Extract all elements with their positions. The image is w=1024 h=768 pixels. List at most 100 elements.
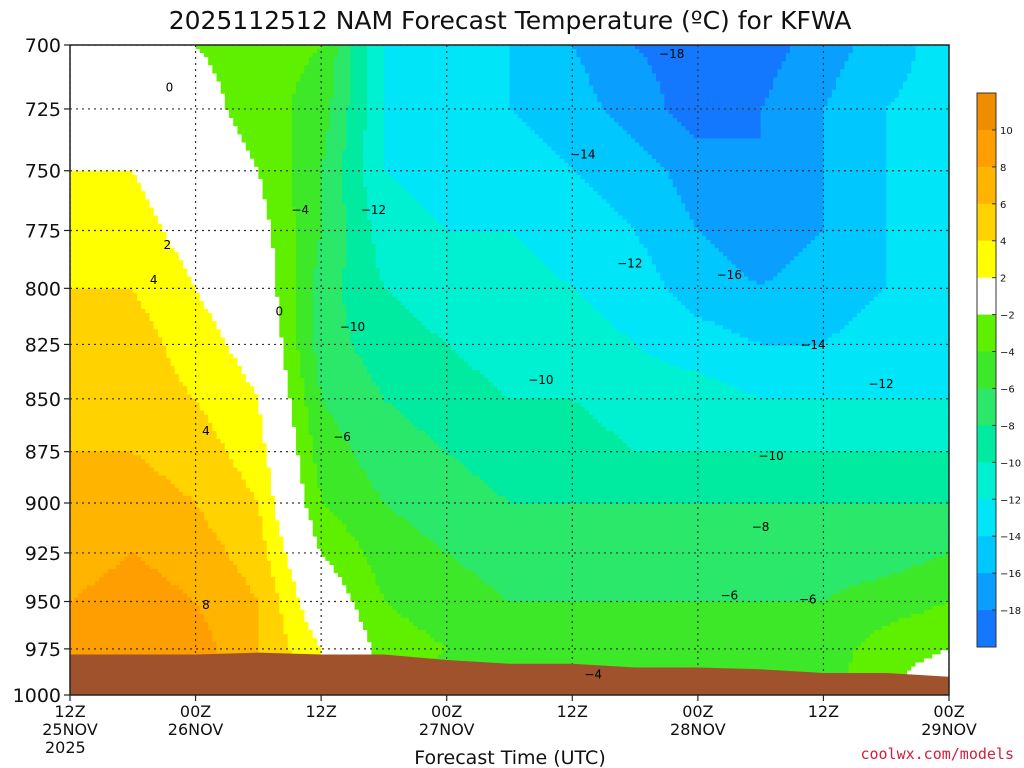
- temperature-cell: [622, 122, 628, 127]
- temperature-cell: [103, 134, 109, 140]
- temperature-cell: [936, 77, 942, 83]
- temperature-cell: [132, 105, 138, 111]
- temperature-cell: [882, 122, 887, 127]
- temperature-cell: [459, 49, 465, 54]
- temperature-cell: [739, 114, 745, 119]
- temperature-cell: [806, 118, 812, 123]
- temperature-cell: [831, 49, 837, 54]
- temperature-cell: [731, 101, 737, 107]
- temperature-cell: [354, 89, 360, 95]
- temperature-cell: [308, 61, 314, 66]
- temperature-cell: [509, 89, 515, 95]
- temperature-cell: [672, 105, 678, 111]
- temperature-cell: [777, 73, 783, 79]
- temperature-cell: [266, 73, 272, 79]
- temperature-cell: [488, 53, 494, 58]
- temperature-cell: [727, 130, 732, 135]
- temperature-cell: [936, 69, 942, 75]
- temperature-cell: [538, 81, 544, 87]
- temperature-cell: [363, 134, 368, 140]
- temperature-cell: [626, 81, 632, 87]
- temperature-cell: [681, 89, 686, 95]
- temperature-cell: [484, 118, 490, 123]
- temperature-cell: [530, 81, 536, 87]
- temperature-cell: [664, 93, 670, 99]
- temperature-cell: [605, 53, 611, 58]
- temperature-cell: [865, 57, 871, 62]
- temperature-cell: [283, 45, 289, 50]
- temperature-cell: [852, 118, 858, 123]
- temperature-cell: [877, 130, 883, 135]
- temperature-cell: [802, 126, 808, 131]
- temperature-cell: [229, 126, 234, 131]
- temperature-cell: [505, 45, 511, 50]
- temperature-cell: [827, 85, 833, 91]
- temperature-cell: [367, 81, 372, 87]
- temperature-cell: [429, 101, 435, 107]
- temperature-cell: [639, 77, 645, 83]
- temperature-cell: [383, 122, 389, 127]
- temperature-cell: [861, 45, 866, 50]
- temperature-cell: [530, 126, 536, 131]
- temperature-cell: [656, 65, 661, 70]
- temperature-cell: [710, 134, 716, 140]
- temperature-cell: [153, 69, 159, 75]
- temperature-cell: [676, 89, 682, 95]
- temperature-cell: [195, 110, 201, 115]
- temperature-cell: [865, 101, 871, 107]
- temperature-cell: [195, 122, 201, 127]
- temperature-cell: [396, 110, 402, 115]
- temperature-cell: [902, 105, 908, 111]
- temperature-cell: [593, 57, 598, 62]
- temperature-cell: [689, 85, 695, 91]
- temperature-cell: [639, 126, 645, 131]
- temperature-cell: [270, 45, 276, 50]
- temperature-cell: [873, 81, 879, 87]
- temperature-cell: [626, 89, 632, 95]
- temperature-cell: [618, 81, 624, 87]
- temperature-cell: [308, 69, 314, 75]
- temperature-cell: [932, 101, 938, 107]
- temperature-cell: [70, 81, 75, 87]
- temperature-cell: [923, 89, 929, 95]
- temperature-cell: [789, 69, 795, 75]
- temperature-cell: [480, 85, 485, 91]
- temperature-cell: [74, 110, 79, 115]
- temperature-cell: [513, 61, 519, 66]
- temperature-cell: [794, 45, 799, 50]
- temperature-cell: [630, 138, 636, 144]
- temperature-cell: [718, 126, 724, 131]
- temperature-cell: [279, 65, 285, 70]
- temperature-cell: [396, 45, 402, 50]
- temperature-cell: [245, 53, 251, 58]
- temperature-cell: [275, 85, 280, 91]
- temperature-cell: [354, 73, 360, 79]
- temperature-cell: [609, 53, 615, 58]
- temperature-cell: [819, 97, 825, 103]
- temperature-cell: [492, 77, 498, 83]
- temperature-cell: [107, 97, 113, 103]
- temperature-cell: [626, 69, 632, 75]
- temperature-cell: [363, 138, 368, 144]
- temperature-cell: [157, 101, 163, 107]
- temperature-cell: [224, 61, 230, 66]
- temperature-cell: [333, 110, 339, 115]
- temperature-cell: [178, 65, 184, 70]
- temperature-cell: [748, 130, 753, 135]
- temperature-cell: [279, 130, 285, 135]
- temperature-cell: [363, 97, 368, 103]
- temperature-cell: [103, 69, 109, 75]
- temperature-cell: [731, 57, 737, 62]
- temperature-cell: [70, 105, 75, 111]
- temperature-cell: [153, 101, 159, 107]
- temperature-cell: [505, 118, 511, 123]
- temperature-cell: [551, 49, 557, 54]
- temperature-cell: [785, 77, 791, 83]
- temperature-cell: [111, 53, 117, 58]
- temperature-cell: [82, 110, 88, 115]
- temperature-cell: [404, 105, 410, 111]
- temperature-cell: [702, 69, 707, 75]
- temperature-cell: [932, 130, 938, 135]
- temperature-cell: [907, 73, 912, 79]
- temperature-cell: [166, 101, 172, 107]
